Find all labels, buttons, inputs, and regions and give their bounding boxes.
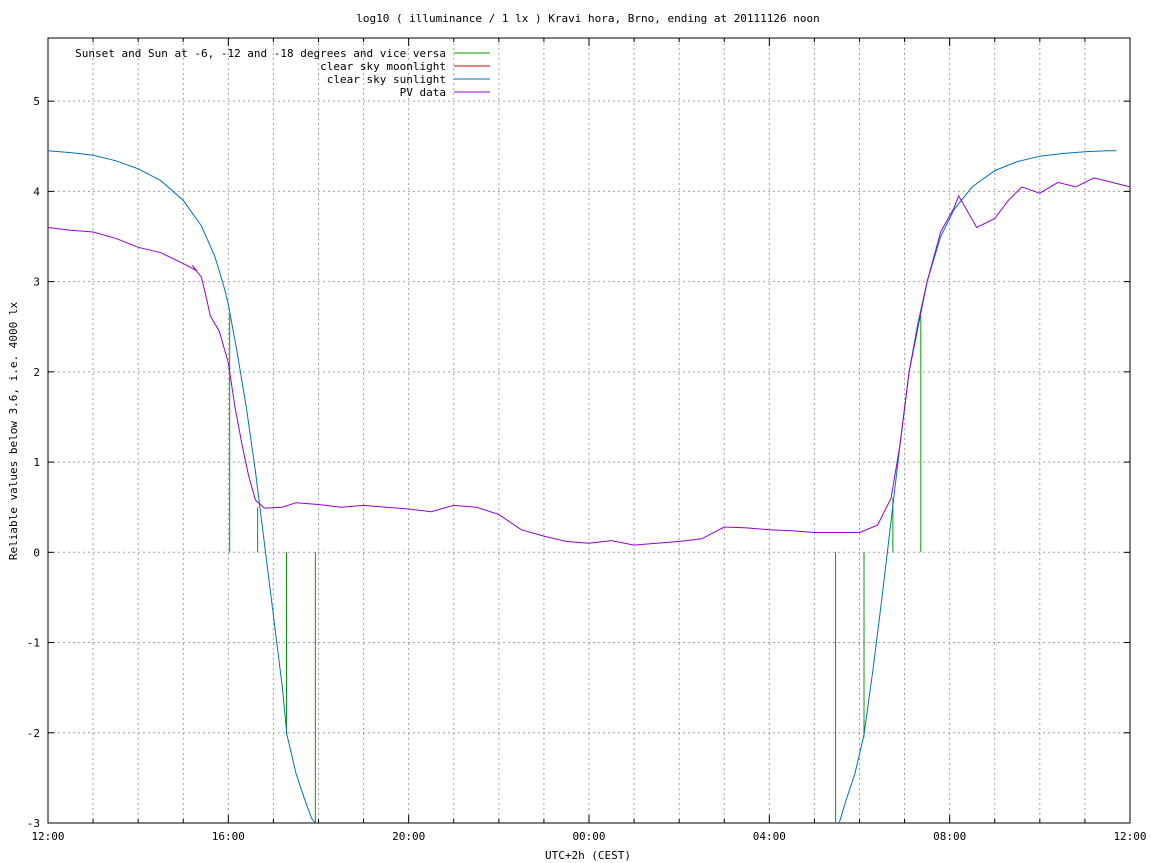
legend-label: PV data (400, 86, 446, 99)
sunlight-evening-line (48, 150, 316, 823)
y-tick-label: -2 (27, 727, 40, 740)
x-tick-label: 12:00 (1113, 830, 1146, 843)
y-tick-label: -1 (27, 637, 40, 650)
y-tick-label: 4 (33, 185, 40, 198)
y-tick-label: -3 (27, 817, 40, 830)
x-axis-label: UTC+2h (CEST) (545, 849, 631, 862)
x-tick-label: 12:00 (31, 830, 64, 843)
x-tick-label: 00:00 (572, 830, 605, 843)
y-tick-label: 3 (33, 276, 40, 289)
grid (48, 38, 1130, 823)
series-group (48, 150, 1130, 823)
chart-title: log10 ( illuminance / 1 lx ) Kravi hora,… (356, 12, 820, 25)
pv-data-line (48, 177, 1130, 546)
sunlight-morning-line (838, 150, 1117, 823)
legend-label: clear sky moonlight (320, 60, 446, 73)
y-tick-label: 1 (33, 456, 40, 469)
legend: Sunset and Sun at -6, -12 and -18 degree… (75, 47, 490, 99)
y-tick-label: 2 (33, 366, 40, 379)
legend-label: clear sky sunlight (327, 73, 446, 86)
axes: -3 -2 -1 0 1 2 3 4 5 12:00 16:00 20:00 00:00 04:00 08:… (27, 37, 1147, 843)
y-tick-label: 5 (33, 95, 40, 108)
series (48, 150, 1130, 823)
x-tick-label: 08:00 (933, 830, 966, 843)
y-tick-label: 0 (33, 546, 40, 559)
legend-label: Sunset and Sun at -6, -12 and -18 degree… (75, 47, 446, 60)
x-tick-label: 04:00 (753, 830, 786, 843)
x-tick-label: 16:00 (212, 830, 245, 843)
y-axis-label: Reliable values below 3.6, i.e. 4000 lx (7, 301, 20, 560)
plot-frame (47, 37, 1131, 824)
x-tick-label: 20:00 (392, 830, 425, 843)
